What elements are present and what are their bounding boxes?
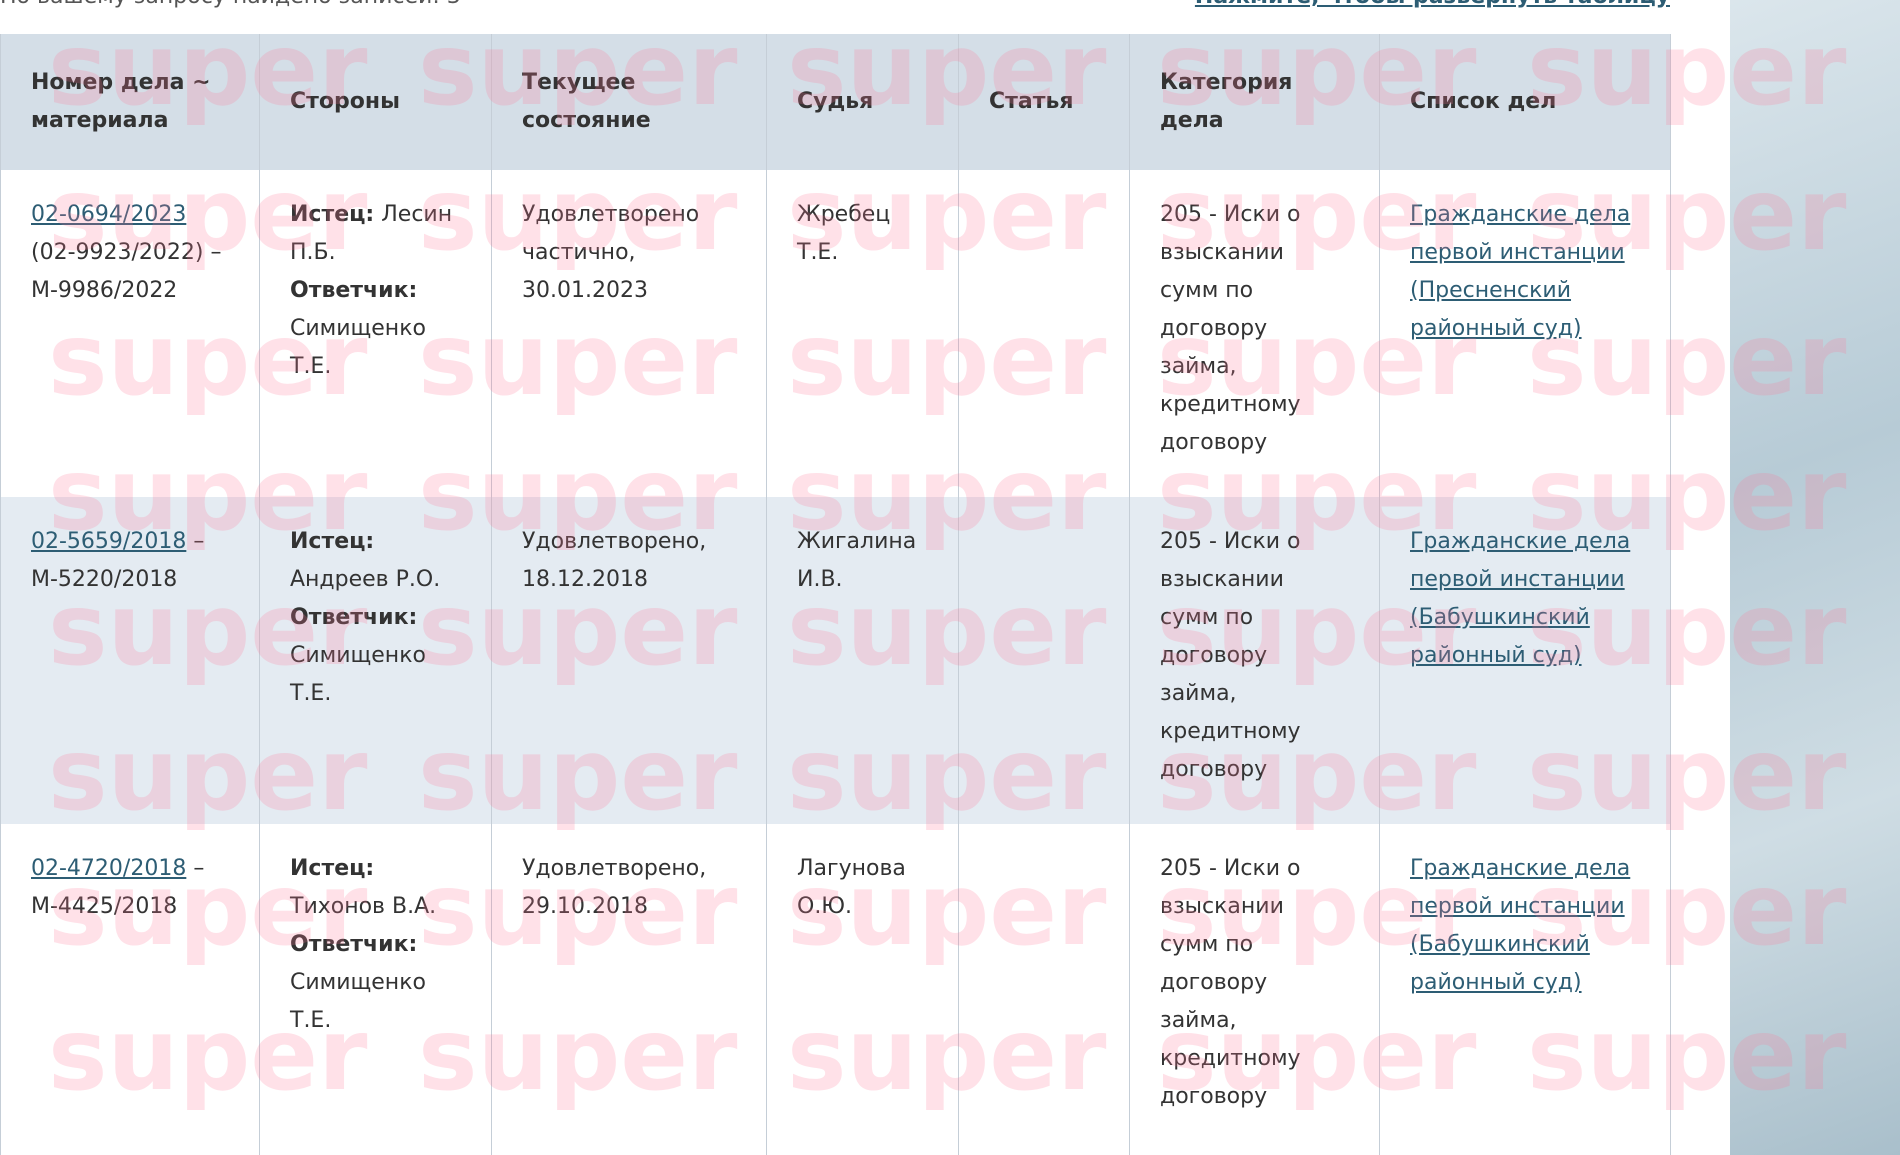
category-cell: 205 - Иски о взыскании сумм по договору … [1129, 497, 1380, 824]
article-cell [958, 824, 1130, 1155]
list-cell: Гражданские дела первой инстанции (Пресн… [1379, 170, 1671, 497]
table-body: 02-0694/2023 (02-9923/2022) – М-9986/202… [0, 170, 1671, 1155]
column-header: Статья [958, 34, 1130, 170]
case-number-cell: 02-4720/2018 – М-4425/2018 [0, 824, 260, 1155]
case-suffix: – М-5220/2018 [31, 529, 205, 592]
background-image [1730, 0, 1900, 1155]
article-cell [958, 497, 1130, 824]
found-text: По вашему запросу найдено записей: 3 [0, 0, 461, 9]
case-row: 02-4720/2018 – М-4425/2018 Истец: Тихонов… [0, 824, 1671, 1155]
judge-cell: Лагунова О.Ю. [766, 824, 959, 1155]
column-header: Номер дела ~ материала [0, 34, 260, 170]
case-suffix: – М-4425/2018 [31, 856, 205, 919]
plaintiff: Андреев Р.О. [290, 567, 441, 592]
case-link[interactable]: 02-5659/2018 [31, 529, 187, 554]
list-cell: Гражданские дела первой инстанции (Бабуш… [1379, 824, 1671, 1155]
case-link[interactable]: 02-0694/2023 [31, 202, 187, 227]
list-cell: Гражданские дела первой инстанции (Бабуш… [1379, 497, 1671, 824]
status-cell: Удовлетворено, 29.10.2018 [491, 824, 767, 1155]
cases-table: Номер дела ~ материала Стороны Текущее сос… [0, 34, 1671, 1155]
column-header: Стороны [259, 34, 492, 170]
defendant: Симищенко Т.Е. [290, 970, 426, 1033]
plaintiff: Лесин П.Б. [290, 202, 453, 265]
plaintiff: Тихонов В.А. [290, 894, 437, 919]
case-link[interactable]: 02-4720/2018 [31, 856, 187, 881]
parties-cell: Истец: Андреев Р.О. Ответчик: Симищенко Т… [259, 497, 492, 824]
parties-cell: Истец: Тихонов В.А. Ответчик: Симищенко Т… [259, 824, 492, 1155]
case-number-cell: 02-5659/2018 – М-5220/2018 [0, 497, 260, 824]
defendant-label: Ответчик: [290, 605, 418, 630]
category-cell: 205 - Иски о взыскании сумм по договору … [1129, 170, 1380, 497]
column-header: Текущее состояние [491, 34, 767, 170]
defendant: Симищенко Т.Е. [290, 316, 426, 379]
expand-link[interactable]: Нажмите, чтобы развернуть таблицу [1195, 0, 1670, 9]
judge-cell: Жигалина И.В. [766, 497, 959, 824]
plaintiff-label: Истец: [290, 529, 375, 554]
list-link[interactable]: Гражданские дела первой инстанции (Пресн… [1410, 202, 1631, 341]
plaintiff-label: Истец: [290, 202, 375, 227]
defendant-label: Ответчик: [290, 932, 418, 957]
results-bar: По вашему запросу найдено записей: 3 Наж… [0, 0, 1670, 14]
status-cell: Удовлетворено частично, 30.01.2023 [491, 170, 767, 497]
defendant-label: Ответчик: [290, 278, 418, 303]
list-link[interactable]: Гражданские дела первой инстанции (Бабуш… [1410, 529, 1631, 668]
article-cell [958, 170, 1130, 497]
case-number-cell: 02-0694/2023 (02-9923/2022) – М-9986/202… [0, 170, 260, 497]
case-row: 02-5659/2018 – М-5220/2018 Истец: Андреев… [0, 497, 1671, 824]
plaintiff-label: Истец: [290, 856, 375, 881]
column-header: Категория дела [1129, 34, 1380, 170]
defendant: Симищенко Т.Е. [290, 643, 426, 706]
judge-cell: Жребец Т.Е. [766, 170, 959, 497]
list-link[interactable]: Гражданские дела первой инстанции (Бабуш… [1410, 856, 1631, 995]
status-cell: Удовлетворено, 18.12.2018 [491, 497, 767, 824]
column-header: Судья [766, 34, 959, 170]
parties-cell: Истец: Лесин П.Б. Ответчик: Симищенко Т.Е… [259, 170, 492, 497]
header-row: Номер дела ~ материала Стороны Текущее сос… [0, 34, 1671, 170]
case-suffix: (02-9923/2022) – М-9986/2022 [31, 240, 222, 303]
category-cell: 205 - Иски о взыскании сумм по договору … [1129, 824, 1380, 1155]
column-header: Список дел [1379, 34, 1671, 170]
case-row: 02-0694/2023 (02-9923/2022) – М-9986/202… [0, 170, 1671, 497]
